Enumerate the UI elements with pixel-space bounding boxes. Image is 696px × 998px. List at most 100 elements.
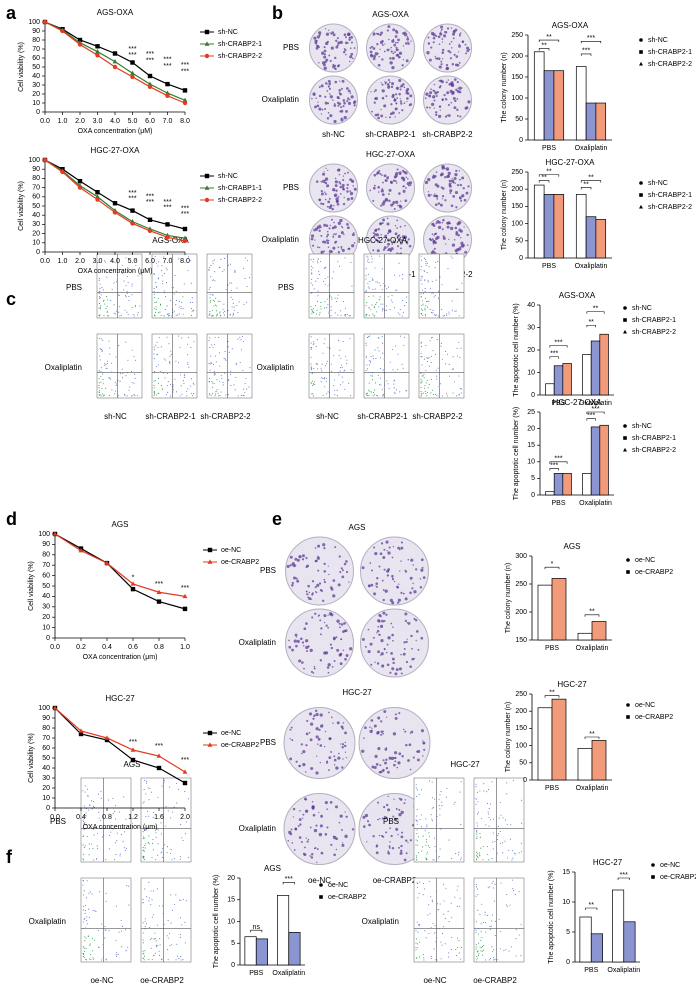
y-tick-label: 0: [231, 962, 235, 969]
colony: [336, 648, 340, 652]
event: [82, 884, 84, 886]
event: [105, 958, 107, 960]
colony: [452, 37, 455, 40]
colony: [404, 31, 407, 34]
event: [448, 952, 450, 954]
event: [150, 947, 152, 949]
event: [115, 954, 117, 956]
event: [396, 289, 398, 291]
colony: [384, 761, 387, 765]
event: [477, 853, 479, 855]
colony: [340, 248, 343, 250]
event: [127, 885, 130, 887]
event: [316, 309, 318, 311]
y-tick-label: 80: [42, 725, 50, 732]
colony: [388, 845, 391, 848]
event: [434, 353, 437, 356]
image-title: AGS: [124, 760, 141, 769]
event: [113, 304, 115, 306]
event: [128, 295, 130, 298]
event: [476, 951, 478, 953]
event: [399, 308, 401, 310]
colony: [329, 114, 333, 118]
colony: [334, 805, 338, 809]
colony: [377, 236, 380, 239]
event: [488, 825, 490, 827]
colony: [316, 35, 321, 39]
event: [108, 799, 110, 801]
colony: [344, 657, 347, 661]
colony: [453, 53, 456, 56]
col-label: sh-CRABP2-2: [200, 412, 251, 421]
colony: [318, 229, 321, 232]
event: [175, 959, 177, 961]
event: [424, 258, 426, 261]
event: [129, 386, 131, 388]
colony: [290, 726, 293, 729]
event: [402, 311, 404, 314]
event: [422, 835, 424, 837]
event: [210, 264, 212, 267]
bracket: [250, 929, 263, 933]
colony: [293, 849, 296, 851]
colony: [392, 52, 395, 55]
event: [85, 897, 87, 899]
colony: [435, 171, 438, 173]
row-label: PBS: [283, 183, 299, 192]
event: [173, 293, 175, 295]
event: [428, 835, 430, 837]
colony: [395, 93, 398, 96]
event: [327, 276, 329, 278]
colony: [387, 570, 390, 572]
event: [99, 390, 101, 392]
event: [219, 365, 221, 367]
event: [421, 356, 423, 358]
colony: [333, 193, 338, 197]
colony: [341, 766, 344, 769]
bracket: [585, 907, 598, 910]
event: [82, 946, 84, 948]
flow-plot: [418, 333, 465, 399]
event: [102, 339, 104, 341]
event: [172, 386, 174, 388]
colony: [327, 614, 329, 616]
flow-plot: [140, 777, 192, 863]
event: [386, 380, 388, 382]
event: [128, 299, 130, 302]
colony: [433, 107, 435, 109]
event: [426, 357, 428, 359]
colony: [342, 178, 345, 182]
event: [177, 314, 179, 316]
colony: [337, 195, 340, 198]
event: [94, 910, 96, 912]
event: [176, 955, 179, 957]
event: [98, 307, 100, 309]
colony: [407, 759, 410, 762]
y-tick-label: 250: [515, 581, 527, 588]
event: [86, 880, 88, 882]
event: [440, 941, 442, 943]
event: [113, 312, 115, 314]
event: [181, 837, 183, 839]
event: [422, 894, 424, 896]
event: [459, 356, 461, 358]
event: [168, 361, 171, 364]
colony: [333, 660, 336, 662]
colony: [392, 240, 395, 243]
event: [179, 855, 181, 857]
colony: [447, 103, 450, 107]
event: [497, 826, 500, 828]
colony: [458, 33, 461, 36]
colony: [333, 758, 337, 762]
colony: [400, 810, 404, 815]
event: [330, 306, 332, 308]
significance: **: [549, 690, 555, 697]
colony: [319, 589, 323, 592]
event: [324, 301, 326, 303]
event: [242, 394, 244, 396]
event: [424, 315, 426, 317]
event: [383, 384, 386, 386]
event: [105, 900, 107, 902]
colony: [367, 650, 371, 654]
event: [82, 858, 84, 860]
